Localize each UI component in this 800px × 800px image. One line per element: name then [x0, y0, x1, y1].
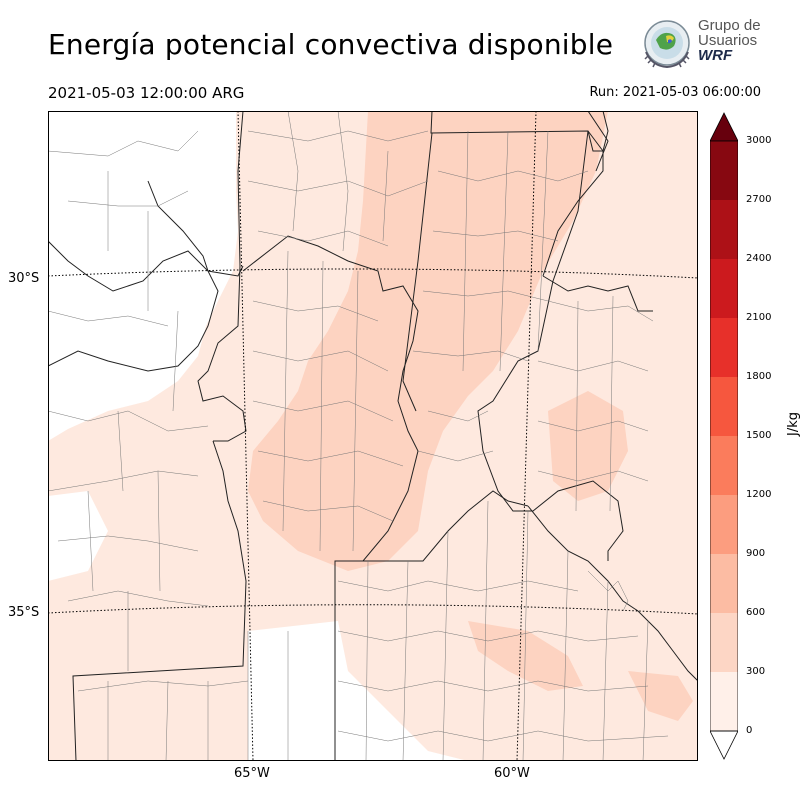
colorbar-bin [710, 495, 738, 554]
colorbar [710, 112, 738, 760]
lat-label-30s: 30°S [8, 271, 40, 286]
wrf-users-logo: Grupo de Usuarios WRF [638, 16, 763, 72]
colorbar-bin [710, 318, 738, 377]
colorbar-tick-label: 2700 [746, 194, 772, 205]
cape-area-none-w [48, 491, 108, 581]
lon-label-60w: 60°W [494, 766, 530, 781]
logo-line-1: Grupo de [698, 17, 761, 34]
colorbar-tick-label: 1200 [746, 489, 772, 500]
colorbar-bin [710, 200, 738, 259]
colorbar-bin [710, 436, 738, 495]
graticule-lat-30s [48, 268, 698, 279]
colorbar-bin [710, 377, 738, 436]
province-boundaries [48, 111, 698, 761]
colorbar-extend-min [710, 730, 738, 760]
department-boundaries [48, 111, 669, 761]
colorbar-tick-label: 300 [746, 666, 766, 677]
colorbar-tick-label: 2400 [746, 253, 772, 264]
colorbar-tick-label: 900 [746, 548, 766, 559]
colorbar-tick-label: 2100 [746, 312, 772, 323]
colorbar-bin [710, 672, 738, 731]
globe-icon [644, 20, 690, 69]
colorbar-bin [710, 554, 738, 613]
colorbar-tick-label: 1800 [746, 371, 772, 382]
colorbar-tick-label: 1500 [746, 430, 772, 441]
colorbar-extend-max [710, 112, 738, 142]
lon-label-65w: 65°W [234, 766, 270, 781]
map-frame [48, 111, 698, 761]
cape-map [48, 111, 698, 761]
logo-line-3: WRF [698, 47, 733, 64]
colorbar-frame [710, 140, 738, 732]
graticule-lat-35s [48, 604, 698, 615]
lat-label-35s: 35°S [8, 605, 40, 620]
colorbar-tick-label: 3000 [746, 135, 772, 146]
graticule [48, 111, 698, 761]
run-time: Run: 2021-05-03 06:00:00 [589, 85, 761, 100]
cape-area-none-sw [248, 621, 468, 761]
cape-area-mid-se [628, 671, 693, 721]
chart-title: Energía potencial convectiva disponible [48, 28, 614, 61]
colorbar-bin [710, 259, 738, 318]
valid-time: 2021-05-03 12:00:00 ARG [48, 84, 245, 102]
colorbar-tick-label: 0 [746, 725, 753, 736]
colorbar-tick-label: 600 [746, 607, 766, 618]
colorbar-bin [710, 141, 738, 200]
colorbar-bin [710, 613, 738, 672]
colorbar-unit: J/kg [786, 412, 800, 436]
logo-line-2: Usuarios [698, 32, 758, 49]
cape-area-mid-south [468, 621, 583, 691]
cape-area-mid-north [248, 111, 608, 571]
